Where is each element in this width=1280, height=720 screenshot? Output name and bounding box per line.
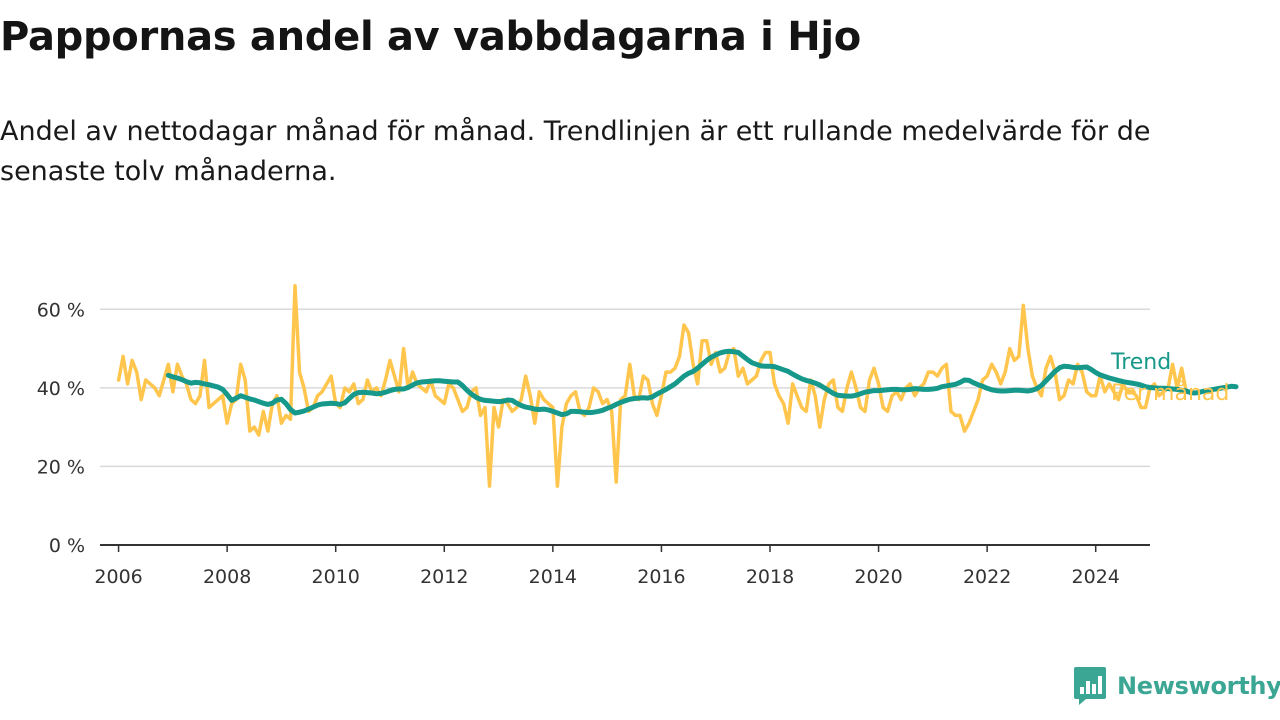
y-tick-label: 60 %	[37, 299, 85, 321]
y-tick-label: 0 %	[49, 535, 85, 557]
x-tick-label: 2024	[1072, 566, 1120, 588]
x-tick-label: 2014	[529, 566, 577, 588]
newsworthy-logo-icon	[1074, 667, 1106, 705]
x-tick-label: 2012	[420, 566, 468, 588]
x-tick-label: 2022	[963, 566, 1011, 588]
chart-subtitle: Andel av nettodagar månad för månad. Tre…	[0, 116, 1151, 187]
x-tick-label: 2016	[637, 566, 685, 588]
trend-series-line	[165, 348, 1239, 418]
x-tick-label: 2010	[312, 566, 360, 588]
series-labels: Trend Per månad	[1110, 350, 1229, 406]
axes: 0 % 20 % 40 % 60 % 2006 2008 2010 2012 2014 2016 2…	[37, 299, 1150, 588]
chart-title: Pappornas andel av vabbdagarna i Hjo	[0, 14, 861, 60]
x-tick-label: 2006	[94, 566, 142, 588]
series-lines	[116, 283, 1239, 488]
y-tick-label: 20 %	[37, 456, 85, 478]
trend-series-label: Trend	[1110, 350, 1171, 375]
x-tick-label: 2008	[203, 566, 251, 588]
brand-name: Newsworthy	[1117, 672, 1280, 700]
x-tick-label: 2018	[746, 566, 794, 588]
newsworthy-logo: Newsworthy	[1073, 666, 1280, 706]
monthly-series-line	[116, 283, 1188, 488]
x-tick-label: 2020	[854, 566, 902, 588]
monthly-series-label: Per månad	[1111, 380, 1229, 406]
y-tick-label: 40 %	[37, 378, 85, 400]
